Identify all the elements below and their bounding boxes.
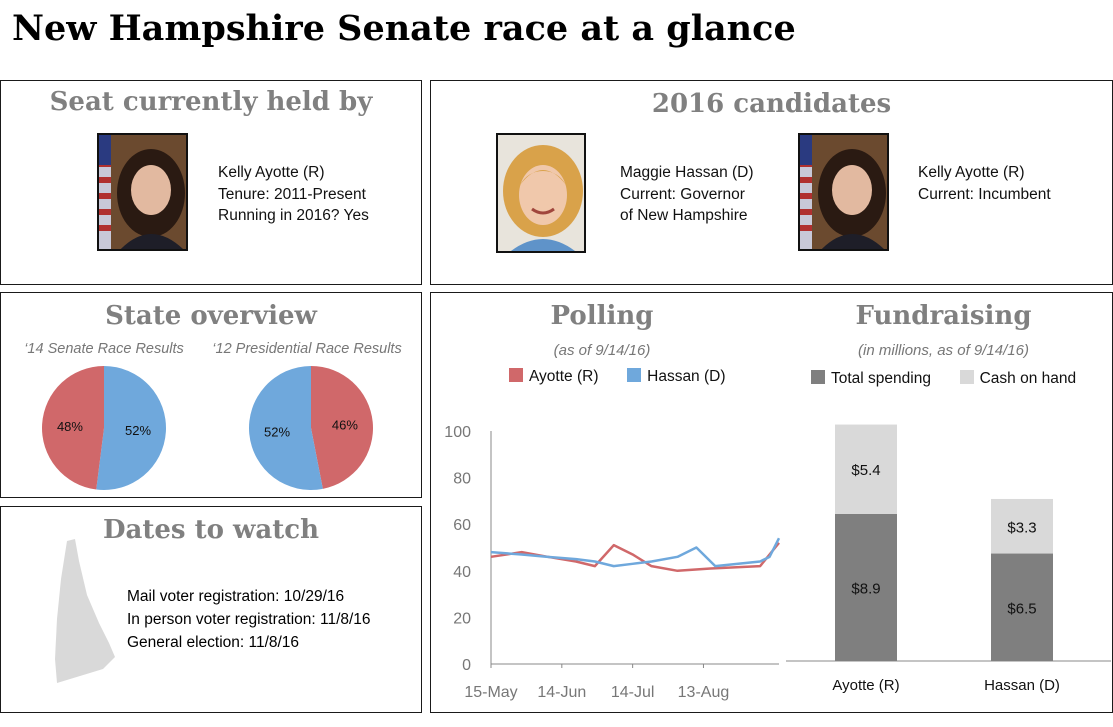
- date-item: In person voter registration: 11/8/16: [127, 611, 371, 628]
- hassan-info: Maggie Hassan (D) Current: Governor of N…: [620, 162, 754, 227]
- category-label: Ayotte (R): [832, 677, 899, 694]
- pie-slice-republican: [42, 366, 104, 490]
- fundraising-legend: Total spending Cash on hand: [811, 370, 1076, 388]
- x-tick-label: 14-Jun: [537, 684, 586, 701]
- date-item: Mail voter registration: 10/29/16: [127, 588, 345, 605]
- state-overview-panel: State overview ‘14 Senate Race Results ‘…: [0, 292, 422, 498]
- polling-title: Polling: [550, 301, 654, 331]
- ayotte-line1: Current: Incumbent: [918, 185, 1051, 203]
- ayotte-info: Kelly Ayotte (R) Current: Incumbent: [918, 162, 1051, 205]
- bar-value-label: $8.9: [851, 580, 880, 597]
- total-spending-legend-label: Total spending: [831, 370, 931, 387]
- dates-panel: Dates to watch Mail voter registration: …: [0, 506, 422, 713]
- charts-panel: Polling (as of 9/14/16) Ayotte (R) Hassa…: [430, 292, 1113, 713]
- y-tick-label: 40: [453, 564, 471, 581]
- ayotte-name: Kelly Ayotte (R): [918, 164, 1025, 181]
- hassan-line2: of New Hampshire: [620, 207, 748, 224]
- pie-label-democrat: 52%: [125, 423, 151, 438]
- total-spending-legend-swatch: [811, 370, 825, 384]
- pie-slice-democrat: [96, 366, 167, 490]
- pie-slice-democrat: [248, 366, 323, 490]
- senate-pie-chart: 52% 48%: [42, 366, 167, 490]
- bar-segment-spending: [835, 513, 897, 661]
- x-tick-label: 14-Jul: [611, 684, 655, 701]
- presidential-pie-chart: 46% 52%: [248, 366, 373, 490]
- pie-label-republican: 48%: [57, 419, 83, 434]
- fundraising-bar-chart: $8.9 $5.4 Ayotte (R) $6.5 $3.3 Hassan (D): [786, 424, 1111, 694]
- state-overview-title: State overview: [105, 301, 317, 331]
- seat-holder-tenure: Tenure: 2011-Present: [218, 185, 366, 203]
- hassan-line1: Current: Governor: [620, 185, 745, 203]
- senate-pie-title: ‘14 Senate Race Results: [24, 341, 184, 357]
- bar-segment-cash: [991, 498, 1053, 554]
- cash-on-hand-legend-label: Cash on hand: [979, 370, 1077, 387]
- x-tick-label: 13-Aug: [678, 684, 730, 701]
- seat-holder-photo: [97, 133, 188, 251]
- y-tick-label: 20: [453, 610, 471, 627]
- seat-panel: Seat currently held by Kelly Ayotte (R) …: [0, 80, 422, 285]
- presidential-pie-title: ‘12 Presidential Race Results: [212, 341, 402, 357]
- bar-value-label: $6.5: [1007, 600, 1036, 617]
- ayotte-legend-label: Ayotte (R): [529, 368, 599, 385]
- y-tick-label: 100: [444, 424, 471, 441]
- dates-title: Dates to watch: [102, 515, 319, 545]
- ayotte-photo: [798, 133, 889, 251]
- seat-panel-title: Seat currently held by: [49, 87, 373, 117]
- candidates-panel-title: 2016 candidates: [651, 89, 892, 119]
- bar-value-label: $5.4: [851, 462, 880, 479]
- cash-on-hand-legend-swatch: [959, 370, 974, 384]
- bar-segment-cash: [835, 424, 897, 514]
- pie-slice-republican: [311, 366, 373, 489]
- hassan-legend-label: Hassan (D): [647, 368, 726, 385]
- hassan-legend-swatch: [627, 368, 642, 382]
- pie-label-republican: 46%: [332, 418, 358, 433]
- hassan-photo: [496, 133, 586, 253]
- candidates-panel: 2016 candidates Maggie Hassan (D) Curren…: [430, 80, 1113, 285]
- fundraising-subtitle: (in millions, as of 9/14/16): [858, 342, 1029, 359]
- bar-segment-spending: [991, 553, 1053, 661]
- ayotte-legend-swatch: [509, 368, 523, 382]
- kelly-ayotte-portrait-icon: [99, 135, 186, 249]
- maggie-hassan-portrait-icon: [498, 135, 584, 251]
- dates-list: Mail voter registration: 10/29/16 In per…: [127, 585, 371, 654]
- kelly-ayotte-portrait-icon: [800, 135, 887, 249]
- date-item: General election: 11/8/16: [127, 634, 300, 651]
- x-tick-label: 15-May: [464, 684, 517, 701]
- fundraising-title: Fundraising: [855, 301, 1032, 331]
- hassan-name: Maggie Hassan (D): [620, 164, 754, 181]
- y-tick-label: 0: [462, 657, 471, 674]
- y-tick-label: 80: [453, 471, 471, 488]
- seat-holder-info: Kelly Ayotte (R) Tenure: 2011-Present Ru…: [218, 162, 369, 227]
- category-label: Hassan (D): [984, 677, 1060, 694]
- polling-legend: Ayotte (R) Hassan (D): [509, 368, 726, 386]
- y-tick-label: 60: [453, 517, 471, 534]
- polling-line-hassan: [490, 537, 781, 568]
- new-hampshire-map-icon: [55, 539, 115, 683]
- seat-holder-running: Running in 2016? Yes: [218, 207, 369, 224]
- polling-line-chart: 0 20 40 60 80 100 15-May 14-Jun 14-Jul 13-Aug: [444, 424, 781, 701]
- bar-value-label: $3.3: [1007, 519, 1036, 536]
- polling-subtitle: (as of 9/14/16): [553, 342, 651, 359]
- pie-label-democrat: 52%: [264, 424, 290, 439]
- seat-holder-name: Kelly Ayotte (R): [218, 164, 325, 181]
- page-title: New Hampshire Senate race at a glance: [12, 8, 796, 49]
